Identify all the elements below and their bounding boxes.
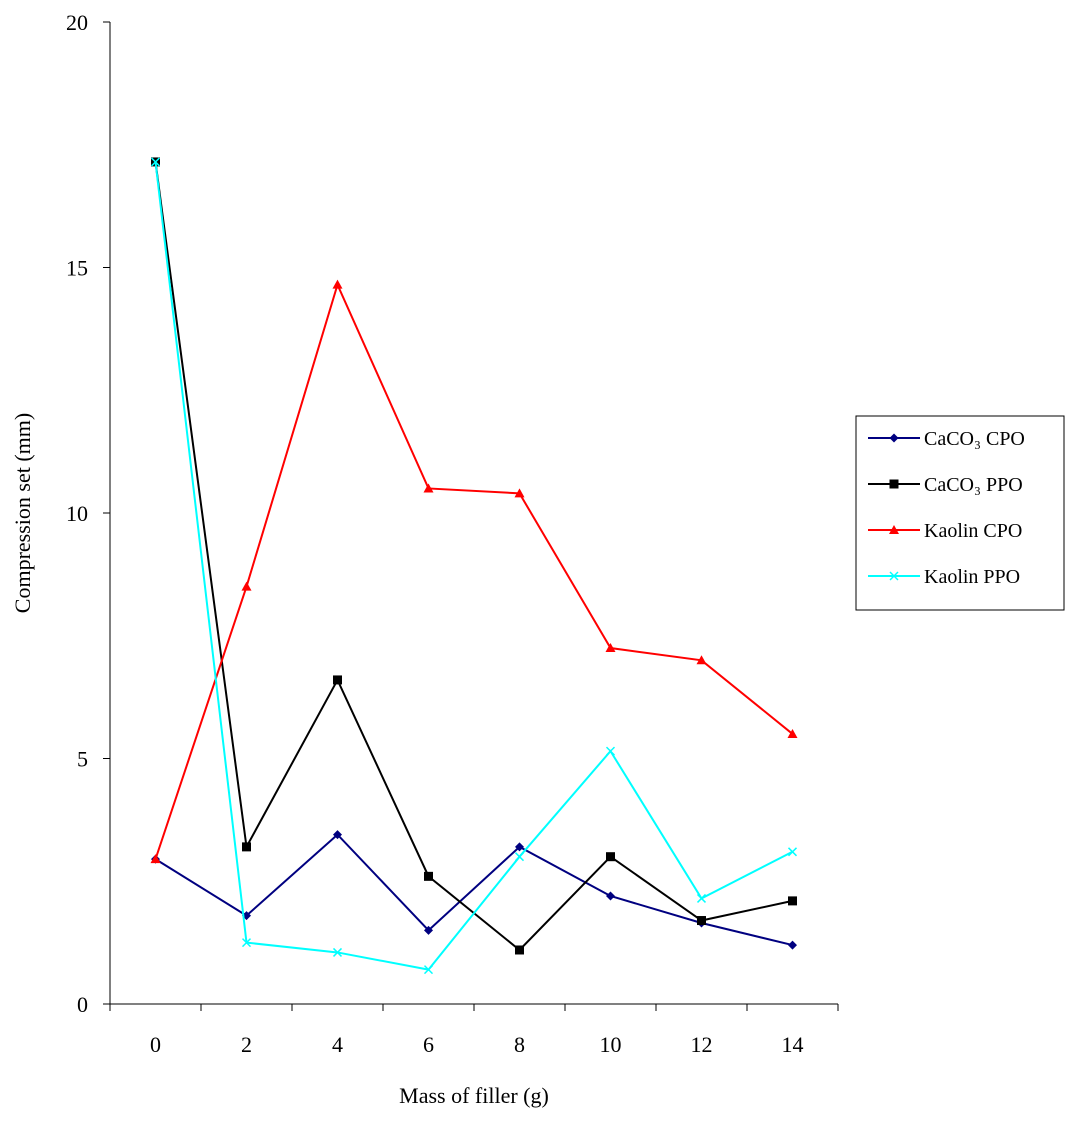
y-tick-label: 5 bbox=[77, 747, 88, 772]
x-tick-label: 14 bbox=[782, 1032, 804, 1057]
data-point-kaolin-ppo bbox=[787, 847, 798, 857]
series-kaolin-cpo bbox=[150, 279, 798, 864]
data-point-kaolin-cpo bbox=[150, 854, 161, 864]
data-point-kaolin-ppo bbox=[241, 938, 252, 948]
data-point-caco-ppo bbox=[333, 675, 342, 685]
data-point-kaolin-cpo bbox=[787, 728, 798, 738]
legend-item-caco-cpo: CaCO₃ CPO bbox=[868, 428, 1025, 450]
data-point-caco-ppo bbox=[242, 842, 251, 852]
data-point-kaolin-ppo bbox=[696, 893, 707, 903]
series-line-caco-cpo bbox=[154, 833, 793, 947]
series-caco-cpo bbox=[151, 830, 797, 950]
data-point-caco-cpo bbox=[515, 842, 524, 852]
data-point-kaolin-cpo bbox=[605, 643, 616, 653]
ticks: 0 5 10 15 20 0 2 4 6 8 10 12 14 bbox=[66, 10, 839, 1057]
series-line-kaolin-cpo bbox=[154, 281, 794, 860]
y-tick-label: 15 bbox=[66, 256, 88, 281]
data-point-kaolin-cpo bbox=[696, 655, 707, 665]
x-tick-label: 4 bbox=[332, 1032, 343, 1057]
data-point-caco-ppo bbox=[424, 871, 433, 881]
data-point-caco-ppo bbox=[515, 945, 524, 955]
x-tick-label: 0 bbox=[150, 1032, 161, 1057]
legend-swatch-marker bbox=[889, 571, 899, 581]
data-point-kaolin-cpo bbox=[514, 488, 525, 498]
legend-label: CaCO₃ CPO bbox=[924, 428, 1025, 450]
data-point-kaolin-ppo bbox=[150, 157, 161, 167]
series-caco-ppo bbox=[151, 157, 797, 955]
data-point-caco-ppo bbox=[606, 852, 615, 862]
legend-item-kaolin-ppo: Kaolin PPO bbox=[868, 566, 1020, 588]
data-point-caco-ppo bbox=[788, 896, 797, 906]
series-kaolin-ppo bbox=[150, 157, 798, 975]
axes bbox=[109, 22, 838, 1005]
x-tick-label: 8 bbox=[514, 1032, 525, 1057]
legend-box bbox=[855, 415, 1065, 611]
series-line-kaolin-ppo bbox=[154, 161, 793, 971]
data-point-kaolin-cpo bbox=[423, 483, 434, 493]
data-point-kaolin-cpo bbox=[241, 581, 252, 591]
legend-label: Kaolin PPO bbox=[924, 566, 1020, 588]
x-tick-label: 12 bbox=[691, 1032, 713, 1057]
legend-swatch-marker bbox=[889, 525, 899, 534]
data-point-caco-cpo bbox=[788, 940, 797, 950]
data-point-kaolin-cpo bbox=[332, 279, 343, 289]
x-tick-label: 10 bbox=[600, 1032, 622, 1057]
series-layer bbox=[150, 157, 798, 975]
data-point-kaolin-ppo bbox=[423, 965, 434, 975]
data-point-caco-cpo bbox=[333, 830, 342, 840]
legend-swatch-marker bbox=[889, 433, 899, 443]
x-tick-label: 6 bbox=[423, 1032, 434, 1057]
legend: CaCO₃ CPO CaCO₃ PPO Kaolin CPO Kaolin PPO bbox=[855, 415, 1065, 611]
data-point-kaolin-ppo bbox=[332, 947, 343, 957]
data-point-kaolin-ppo bbox=[605, 746, 616, 756]
legend-swatch-marker bbox=[889, 479, 899, 489]
legend-label: Kaolin CPO bbox=[924, 520, 1022, 542]
legend-item-kaolin-cpo: Kaolin CPO bbox=[868, 520, 1022, 542]
y-tick-label: 0 bbox=[77, 992, 88, 1017]
y-tick-label: 10 bbox=[66, 501, 88, 526]
x-tick-label: 2 bbox=[241, 1032, 252, 1057]
x-axis-label: Mass of filler (g) bbox=[399, 1083, 549, 1108]
y-axis-label: Compression set (mm) bbox=[10, 413, 35, 613]
data-point-kaolin-ppo bbox=[514, 852, 525, 862]
data-point-caco-ppo bbox=[697, 916, 706, 926]
y-tick-label: 20 bbox=[66, 10, 88, 35]
data-point-caco-cpo bbox=[606, 891, 615, 901]
data-point-caco-cpo bbox=[424, 925, 433, 935]
series-line-caco-ppo bbox=[154, 161, 793, 952]
legend-label: CaCO₃ PPO bbox=[924, 474, 1023, 496]
legend-item-caco-ppo: CaCO₃ PPO bbox=[868, 474, 1023, 496]
